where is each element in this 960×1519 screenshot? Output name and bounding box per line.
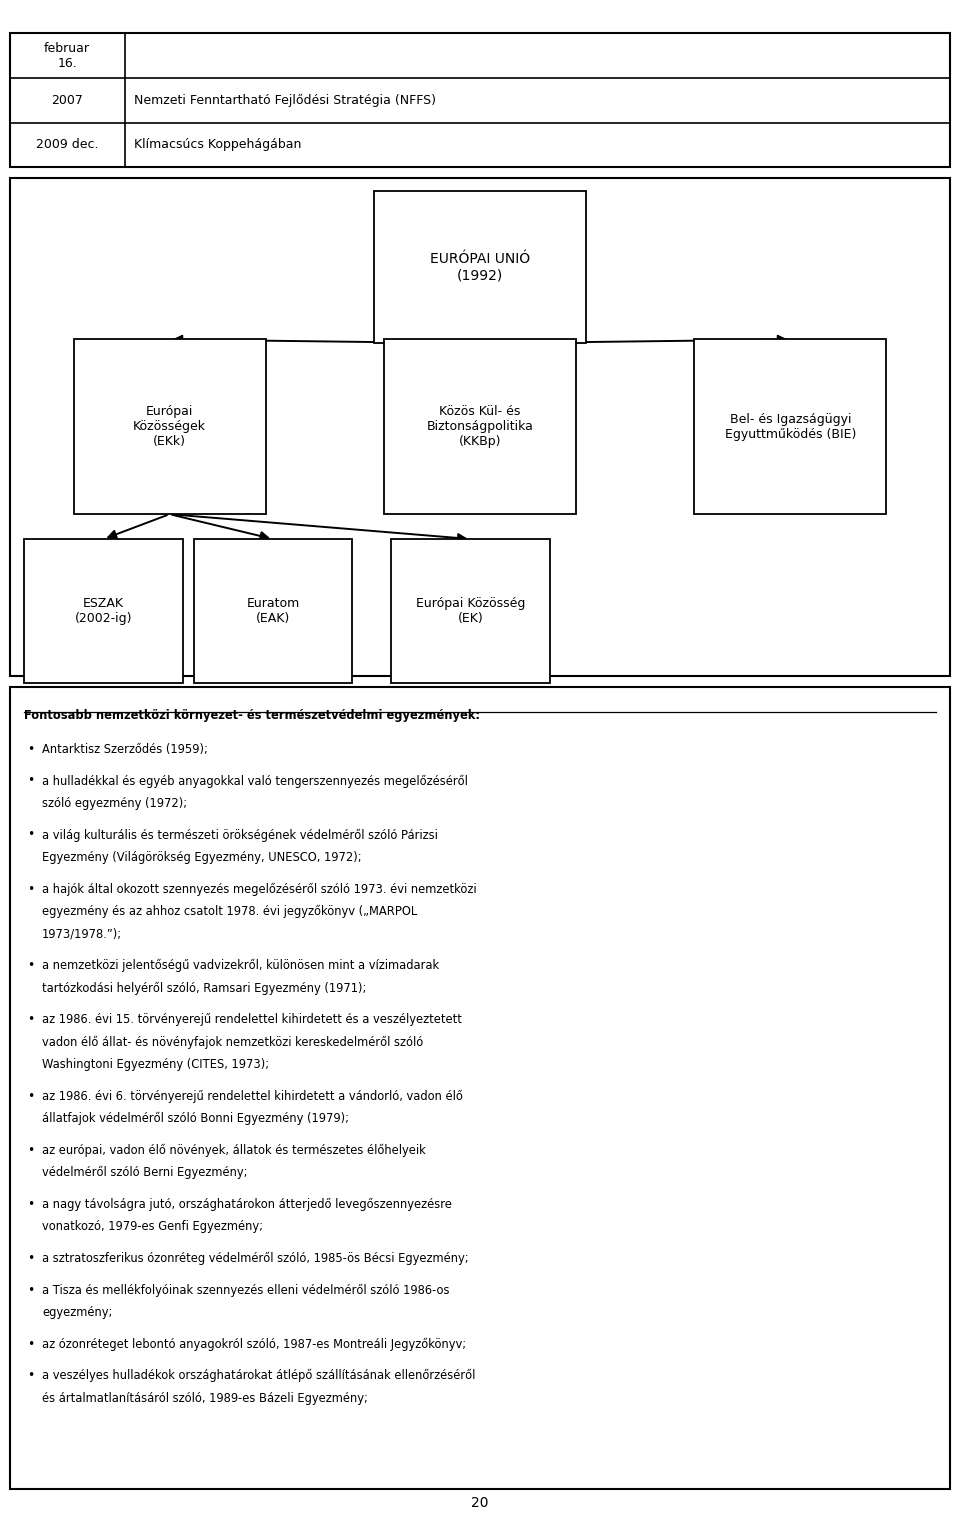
Text: egyezmény és az ahhoz csatolt 1978. évi jegyzőkönyv („MARPOL: egyezmény és az ahhoz csatolt 1978. évi … [42, 905, 418, 917]
Text: a Tisza és mellékfolyóinak szennyezés elleni védelméről szóló 1986-os: a Tisza és mellékfolyóinak szennyezés el… [42, 1284, 449, 1297]
Text: •: • [27, 1284, 35, 1297]
Text: Európai Közösség
(EK): Európai Közösség (EK) [416, 597, 525, 626]
Text: •: • [27, 828, 35, 842]
Bar [74, 340, 266, 513]
Text: egyezmény;: egyezmény; [42, 1306, 112, 1318]
Text: ESZAK
(2002-ig): ESZAK (2002-ig) [75, 597, 132, 626]
Text: Egyezmény (Világörökség Egyezmény, UNESCO, 1972);: Egyezmény (Világörökség Egyezmény, UNESC… [42, 851, 362, 864]
Text: Washingtoni Egyezmény (CITES, 1973);: Washingtoni Egyezmény (CITES, 1973); [42, 1059, 270, 1071]
Text: •: • [27, 1338, 35, 1350]
Bar [694, 340, 886, 513]
Text: a sztratoszferikus ózonréteg védelméről szóló, 1985-ös Bécsi Egyezmény;: a sztratoszferikus ózonréteg védelméről … [42, 1252, 468, 1265]
Text: •: • [27, 1252, 35, 1265]
Text: szóló egyezmény (1972);: szóló egyezmény (1972); [42, 797, 187, 810]
Text: 2007: 2007 [51, 94, 84, 106]
Text: •: • [27, 775, 35, 787]
Text: •: • [27, 1198, 35, 1211]
Text: Európai
Közösségek
(EKk): Európai Közösségek (EKk) [133, 406, 206, 448]
Bar [10, 687, 950, 1489]
Text: az 1986. évi 15. törvényerejű rendelettel kihirdetett és a veszélyeztetett: az 1986. évi 15. törvényerejű rendelette… [42, 1013, 462, 1027]
Text: Fontosabb nemzetközi környezet- és természetvédelmi egyezmények:: Fontosabb nemzetközi környezet- és termé… [24, 709, 480, 723]
Text: a nagy távolságra jutó, országhatárokon átterjedő levegőszennyezésre: a nagy távolságra jutó, országhatárokon … [42, 1198, 452, 1211]
Text: Klímacsúcs Koppehágában: Klímacsúcs Koppehágában [134, 138, 301, 152]
Text: az 1986. évi 6. törvényerejű rendelettel kihirdetett a vándorló, vadon élő: az 1986. évi 6. törvényerejű rendelettel… [42, 1089, 463, 1103]
Text: Euratom
(EAK): Euratom (EAK) [247, 597, 300, 626]
Text: •: • [27, 1013, 35, 1027]
Text: Bel- és Igazságügyi
Egyuttműködés (BIE): Bel- és Igazságügyi Egyuttműködés (BIE) [725, 413, 856, 441]
Text: Közös Kül- és
Biztonságpolitika
(KKBp): Közös Kül- és Biztonságpolitika (KKBp) [426, 406, 534, 448]
Bar [10, 33, 950, 167]
Text: EURÓPAI UNIÓ
(1992): EURÓPAI UNIÓ (1992) [430, 252, 530, 283]
Text: Antarktisz Szerződés (1959);: Antarktisz Szerződés (1959); [42, 743, 208, 756]
Text: •: • [27, 1144, 35, 1157]
Bar [374, 191, 586, 343]
Text: 20: 20 [471, 1496, 489, 1510]
Text: 2009 dec.: 2009 dec. [36, 138, 99, 152]
Text: állatfajok védelméről szóló Bonni Egyezmény (1979);: állatfajok védelméről szóló Bonni Egyezm… [42, 1112, 349, 1126]
Text: vonatkozó, 1979-es Genfi Egyezmény;: vonatkozó, 1979-es Genfi Egyezmény; [42, 1220, 263, 1233]
Text: •: • [27, 883, 35, 896]
Text: •: • [27, 958, 35, 972]
Text: 1973/1978.”);: 1973/1978.”); [42, 928, 122, 940]
Bar [194, 539, 352, 684]
Text: •: • [27, 743, 35, 756]
Text: tartózkodási helyéről szóló, Ramsari Egyezmény (1971);: tartózkodási helyéről szóló, Ramsari Egy… [42, 981, 367, 995]
Bar [10, 178, 950, 676]
Text: •: • [27, 1089, 35, 1103]
Text: védelméről szóló Berni Egyezmény;: védelméről szóló Berni Egyezmény; [42, 1167, 248, 1179]
Bar [392, 539, 550, 684]
Bar [384, 340, 576, 513]
Text: •: • [27, 1369, 35, 1382]
Text: és ártalmatlanításáról szóló, 1989-es Bázeli Egyezmény;: és ártalmatlanításáról szóló, 1989-es Bá… [42, 1391, 368, 1405]
Text: a veszélyes hulladékok országhatárokat átlépő szállításának ellenőrzéséről: a veszélyes hulladékok országhatárokat á… [42, 1369, 475, 1382]
Text: a hulladékkal és egyéb anyagokkal való tengerszennyezés megelőzéséről: a hulladékkal és egyéb anyagokkal való t… [42, 775, 468, 787]
Text: a világ kulturális és természeti örökségének védelméről szóló Párizsi: a világ kulturális és természeti örökség… [42, 828, 438, 842]
Text: Nemzeti Fenntartható Fejlődési Stratégia (NFFS): Nemzeti Fenntartható Fejlődési Stratégia… [134, 94, 437, 106]
Bar [24, 539, 182, 684]
Text: a hajók által okozott szennyezés megelőzéséről szóló 1973. évi nemzetközi: a hajók által okozott szennyezés megelőz… [42, 883, 477, 896]
Text: a nemzetközi jelentőségű vadvizekről, különösen mint a vízimadarak: a nemzetközi jelentőségű vadvizekről, kü… [42, 958, 440, 972]
Text: vadon élő állat- és növényfajok nemzetközi kereskedelméről szóló: vadon élő állat- és növényfajok nemzetkö… [42, 1036, 423, 1048]
Text: az európai, vadon élő növények, állatok és természetes élőhelyeik: az európai, vadon élő növények, állatok … [42, 1144, 426, 1157]
Text: februar
16.: februar 16. [44, 41, 90, 70]
Text: az ózonréteget lebontó anyagokról szóló, 1987-es Montreáli Jegyzőkönyv;: az ózonréteget lebontó anyagokról szóló,… [42, 1338, 467, 1350]
